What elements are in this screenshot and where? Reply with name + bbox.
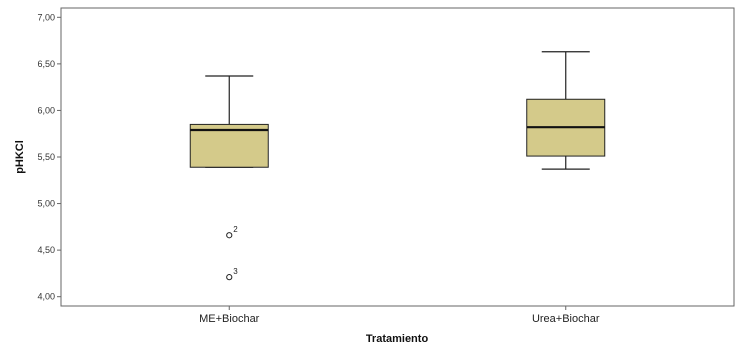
- y-tick-label: 6,50: [37, 59, 55, 69]
- box-iqr: [189, 123, 269, 168]
- x-axis: ME+Biochar Urea+Biochar: [199, 306, 600, 325]
- box-group: [526, 51, 606, 170]
- y-tick-label: 5,00: [37, 199, 55, 209]
- y-axis: 4,00 4,50 5,00 5,50 6,00 6,50 7,00: [37, 12, 61, 302]
- y-tick-label: 4,00: [37, 292, 55, 302]
- y-tick-label: 5,50: [37, 152, 55, 162]
- x-axis-label: Tratamiento: [366, 333, 429, 344]
- y-tick-label: 6,00: [37, 105, 55, 115]
- outlier-label: 3: [233, 267, 238, 276]
- outlier-point: [226, 232, 233, 239]
- box-series: 23: [189, 51, 606, 281]
- outlier-label: 2: [233, 225, 238, 234]
- y-tick-label: 7,00: [37, 12, 55, 22]
- y-axis-label: pHKCl: [14, 140, 26, 174]
- x-tick-label: Urea+Biochar: [532, 313, 600, 325]
- outlier-point: [226, 274, 233, 281]
- y-tick-label: 4,50: [37, 245, 55, 255]
- box-group: 23: [189, 75, 269, 281]
- x-tick-label: ME+Biochar: [199, 313, 260, 325]
- plot-area: [60, 7, 735, 307]
